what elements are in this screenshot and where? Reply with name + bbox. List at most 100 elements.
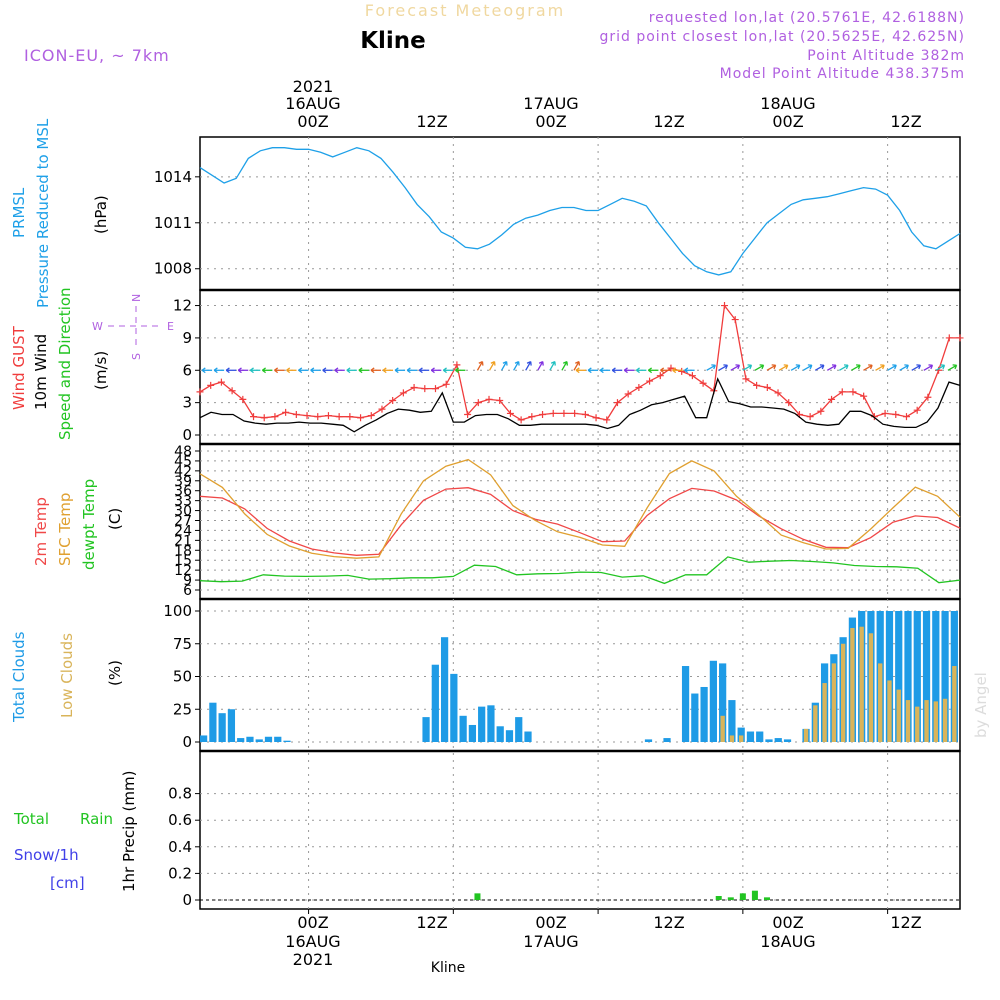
total-cloud-bar [468, 724, 477, 742]
wind-arrow [911, 364, 921, 371]
compass-e: E [167, 320, 174, 333]
top-axis-tick-3: 12Z [653, 112, 684, 131]
gust-marker [217, 378, 225, 386]
plot-layer: 1008101110140369126912151821242730333639… [154, 137, 964, 914]
wind-arrow [935, 364, 945, 371]
wind-arrowhead [904, 364, 909, 370]
wind-arrowhead [382, 367, 387, 374]
y-tick-label: 33 [174, 494, 192, 510]
low-cloud-bar [924, 700, 929, 742]
gust-marker [196, 388, 204, 396]
requested-coords: requested lon,lat (20.5761E, 42.6188N) [649, 10, 965, 26]
precip-label-snow: Snow/1h [14, 846, 79, 864]
gust-marker [517, 416, 525, 424]
total-cloud-bar [450, 673, 458, 742]
y-tick-label: 1014 [154, 168, 192, 186]
clouds-label-unit: (%) [106, 660, 124, 686]
gust-marker [828, 395, 836, 403]
bottom-axis-tick-0: 00Z [297, 913, 328, 932]
wind-arrowhead [261, 367, 266, 374]
wind-arrowhead [952, 364, 958, 370]
total-cloud-bar [691, 693, 699, 742]
y-tick-label: 1011 [154, 214, 192, 232]
top-axis-date-17: 17AUG [523, 94, 578, 113]
total-cloud-bar [644, 739, 653, 742]
low-cloud-bar [905, 700, 911, 742]
wind-arrowhead [892, 364, 897, 370]
total-cloud-bar [218, 713, 226, 742]
top-axis-date-18: 18AUG [760, 94, 815, 113]
wind-arrowhead [201, 367, 206, 374]
rain-bar [727, 897, 734, 900]
gust-marker [678, 367, 686, 375]
gust-marker [367, 412, 375, 420]
gust-marker [742, 375, 750, 383]
wind-arrow [537, 361, 544, 371]
y-tick-label: 30 [174, 504, 192, 520]
total-cloud-bar [478, 706, 486, 742]
wind-arrow [525, 361, 532, 371]
y-tick-label: 24 [174, 523, 192, 539]
wind-arrowhead [587, 367, 592, 374]
wind-arrow [513, 361, 520, 371]
model-label: ICON-EU, ~ 7km [24, 46, 170, 65]
wind-arrow [778, 364, 789, 371]
total-cloud-bar [913, 611, 921, 742]
series-line-2m-temp [199, 487, 961, 556]
gust-marker [378, 405, 386, 413]
total-cloud-bar [264, 736, 273, 742]
gust-marker [699, 379, 707, 387]
low-cloud-bar [896, 689, 901, 742]
bottom-axis-tick-2: 00Z [535, 913, 566, 932]
wind-arrowhead [940, 364, 946, 370]
gust-marker [956, 334, 964, 342]
top-axis-date-16: 16AUG [285, 94, 340, 113]
total-cloud-bar [422, 717, 430, 742]
compass-icon: N W E S [92, 294, 174, 360]
y-tick-label: 48 [174, 444, 192, 460]
low-cloud-bar [813, 705, 818, 742]
model-altitude: Model Point Altitude 438.375m [720, 66, 965, 82]
gust-marker [474, 399, 482, 407]
gust-marker [902, 413, 910, 421]
gust-marker [581, 411, 589, 419]
bottom-axis-year: 2021 [293, 950, 334, 969]
wind-arrowhead [394, 367, 399, 374]
precip-panel-frame [199, 750, 961, 910]
total-cloud-bar [237, 738, 245, 742]
wind-arrowhead [575, 367, 580, 374]
pressure-panel-frame [199, 136, 961, 291]
wind-arrowhead [747, 364, 753, 370]
low-cloud-bar [831, 663, 837, 742]
total-cloud-bar [885, 611, 894, 742]
point-altitude: Point Altitude 382m [807, 48, 965, 64]
total-cloud-bar [941, 611, 949, 742]
y-tick-label: 12 [173, 297, 192, 315]
wind-arrowhead [711, 364, 716, 370]
rain-bar [763, 897, 770, 900]
wind-arrow [742, 364, 752, 371]
wind-arrow [488, 361, 496, 371]
wind-arrowhead [807, 364, 813, 370]
wind-arrowhead [735, 364, 741, 370]
temp-label-2m: 2m Temp [32, 497, 50, 566]
wind-arrowhead [430, 367, 435, 374]
temp-label-dewpt: dewpt Temp [80, 479, 98, 570]
y-tick-label: 9 [182, 329, 192, 347]
gust-marker [357, 414, 365, 422]
low-cloud-bar [878, 663, 883, 742]
wind-arrow [802, 364, 813, 371]
wind-arrowhead [514, 361, 520, 366]
total-cloud-bar [681, 666, 690, 742]
gust-marker [453, 361, 461, 369]
wind-arrowhead [648, 367, 653, 374]
y-tick-label: 6 [182, 361, 192, 379]
top-axis-tick-4: 00Z [772, 112, 803, 131]
wind-arrowhead [442, 367, 447, 374]
gust-marker [464, 411, 472, 419]
gust-marker [656, 372, 664, 380]
watermark: by Angel [972, 672, 990, 738]
total-cloud-bar [765, 739, 773, 742]
gust-marker [292, 411, 300, 419]
wind-arrow [826, 364, 837, 371]
